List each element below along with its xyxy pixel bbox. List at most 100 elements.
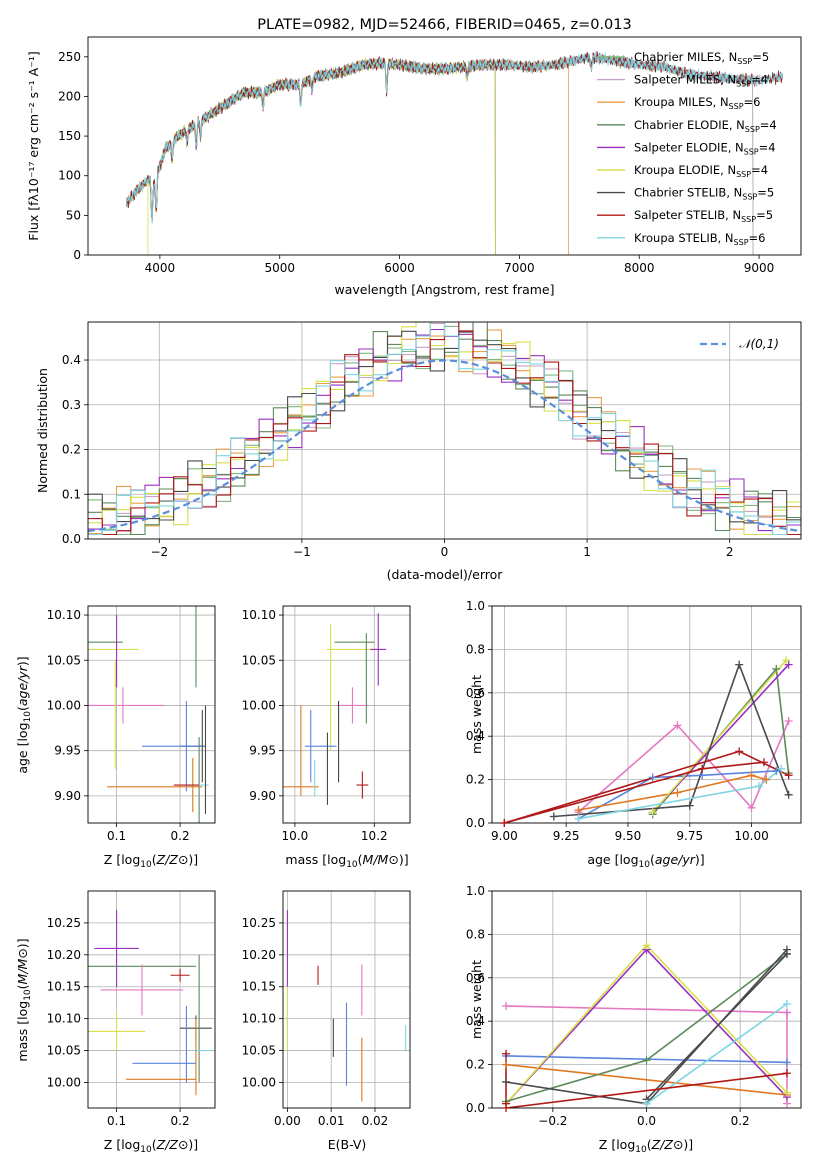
legend-label: Salpeter ELODIE, NSSP=4 (634, 140, 776, 156)
legend-sub: SSP (734, 238, 749, 247)
axes-frame (491, 605, 802, 824)
x-tick-label: 9.25 (553, 829, 580, 843)
legend-text: =5 (757, 186, 774, 200)
weight-marker (782, 656, 791, 665)
label-math: age/yr (15, 665, 30, 706)
y-tick-label: 9.95 (54, 744, 81, 758)
y-tick-label: 10.10 (47, 1012, 81, 1026)
weight-marker (673, 788, 682, 797)
legend-sub: SSP (729, 102, 744, 111)
x-tick-label: 10.0 (282, 829, 309, 843)
y-tick-label: 9.90 (54, 789, 81, 803)
x-tick-label: 0.00 (274, 1114, 301, 1128)
y-axis-label: Flux [fλ10⁻¹⁷ erg cm⁻² s⁻¹ A⁻¹] (26, 51, 41, 240)
legend-label: 𝒩(0,1) (739, 337, 779, 351)
legend-sub: SSP (744, 147, 759, 156)
y-tick-label: 0.0 (466, 816, 485, 830)
plot-area-spectrum (125, 50, 784, 255)
label-part: )] (695, 852, 705, 867)
y-tick-label: 150 (58, 129, 81, 143)
legend-text: =5 (756, 208, 773, 222)
label-sub: 10 (639, 860, 651, 870)
weight-marker (772, 766, 781, 775)
legend-text: =6 (749, 231, 766, 245)
spectrum-series-line (125, 57, 569, 255)
y-tick-label: 10.10 (242, 1012, 276, 1026)
weight-marker (502, 1002, 511, 1011)
y-tick-label: 0.6 (466, 686, 485, 700)
weight-marker (762, 775, 771, 784)
weight-series-line (577, 720, 790, 813)
label-sub: 10 (23, 711, 33, 723)
y-axis-label: mass weight (469, 960, 484, 1039)
axis-label: mass [log10(M/M⊙)] (285, 852, 408, 870)
legend-sub: SSP (737, 57, 752, 66)
y-tick-label: 10.05 (47, 653, 81, 667)
axis-label: Z [log10(Z/Z⊙)] (599, 1137, 693, 1155)
weight-marker (685, 801, 694, 810)
y-tick-label: 10.20 (47, 948, 81, 962)
label-part: ( (15, 706, 30, 711)
y-tick-label: 10.00 (47, 1075, 81, 1089)
legend-text: =6 (744, 95, 761, 109)
legend-label: Chabrier ELODIE, NSSP=4 (634, 118, 777, 134)
y-tick-label: 10.00 (242, 1075, 276, 1089)
axes-frame (87, 36, 802, 256)
label-part: age [log (15, 722, 30, 773)
plot-area-weight_vs_age (492, 606, 801, 823)
legend-sub: SSP (736, 170, 751, 179)
axis-label: mass [log10(M/M⊙)] (15, 938, 33, 1061)
x-tick-label: 4000 (145, 261, 176, 275)
legend-label: Kroupa MILES, NSSP=6 (634, 95, 760, 111)
y-tick-label: 0.2 (466, 1058, 485, 1072)
label-math: age/yr (655, 852, 696, 867)
label-part: age [log (587, 852, 638, 867)
label-part: Z [log (104, 852, 140, 867)
y-tick-label: 0.8 (466, 642, 485, 656)
axes-frame (282, 890, 411, 1109)
y-tick-label: 10.20 (242, 948, 276, 962)
y-tick-label: 10.15 (47, 980, 81, 994)
x-tick-label: 8000 (624, 261, 655, 275)
legend-label: Salpeter STELIB, NSSP=5 (634, 208, 773, 224)
x-tick-label: 0.0 (637, 1114, 656, 1128)
axes-mass_vs_Z: 0.1 0.2 10.00 10.05 10.10 10.15 10.20 10.25 (47, 890, 216, 1128)
label-part: )] (188, 852, 198, 867)
legend-label: Salpeter MILES, NSSP=4 (634, 73, 768, 89)
y-tick-label: 10.05 (242, 1044, 276, 1058)
axes-age_vs_Z: 0.1 0.2 9.90 9.95 10.00 10.05 10.10 (47, 605, 216, 843)
legend-text: Chabrier ELODIE, N (634, 118, 745, 132)
y-tick-label: 10.25 (242, 916, 276, 930)
label-part: ( (650, 852, 655, 867)
y-tick-label: 0.4 (466, 729, 485, 743)
weight-marker (642, 941, 651, 950)
axis-label: age [log10(age/yr)] (15, 656, 33, 773)
x-tick-label: 10.2 (361, 829, 388, 843)
x-tick-label: 2 (726, 545, 734, 559)
legend-sub: SSP (736, 80, 751, 89)
weight-marker (772, 664, 781, 673)
label-part: ( (358, 852, 363, 867)
spectrum-series-line (125, 51, 784, 224)
x-tick-label: 0.02 (362, 1114, 389, 1128)
y-tick-label: 10.05 (47, 1044, 81, 1058)
weight-series-line (505, 1072, 788, 1108)
x-tick-label: −1 (293, 545, 311, 559)
x-tick-label: 7000 (504, 261, 535, 275)
y-tick-label: 0.8 (466, 927, 485, 941)
label-part: )] (399, 852, 409, 867)
weight-marker (500, 819, 509, 827)
label-part: )] (188, 1137, 198, 1152)
spectrum-series-line (147, 58, 496, 255)
chart-title: PLATE=0982, MJD=52466, FIBERID=0465, z=0… (257, 17, 631, 33)
weight-marker (782, 1008, 791, 1017)
axes-weight_vs_age: 9.00 9.25 9.50 9.75 10.00 0.0 0.2 0.4 0.6 0.8 1.0 (466, 599, 802, 843)
weight-marker (642, 1056, 651, 1065)
weight-marker (784, 771, 793, 780)
y-tick-label: 0.0 (62, 532, 81, 546)
y-tick-label: 1.0 (466, 884, 485, 898)
spectrum-series-line (147, 57, 496, 255)
weight-marker (673, 721, 682, 730)
y-tick-label: 250 (58, 50, 81, 64)
legend-label: Kroupa ELODIE, NSSP=4 (634, 163, 768, 179)
